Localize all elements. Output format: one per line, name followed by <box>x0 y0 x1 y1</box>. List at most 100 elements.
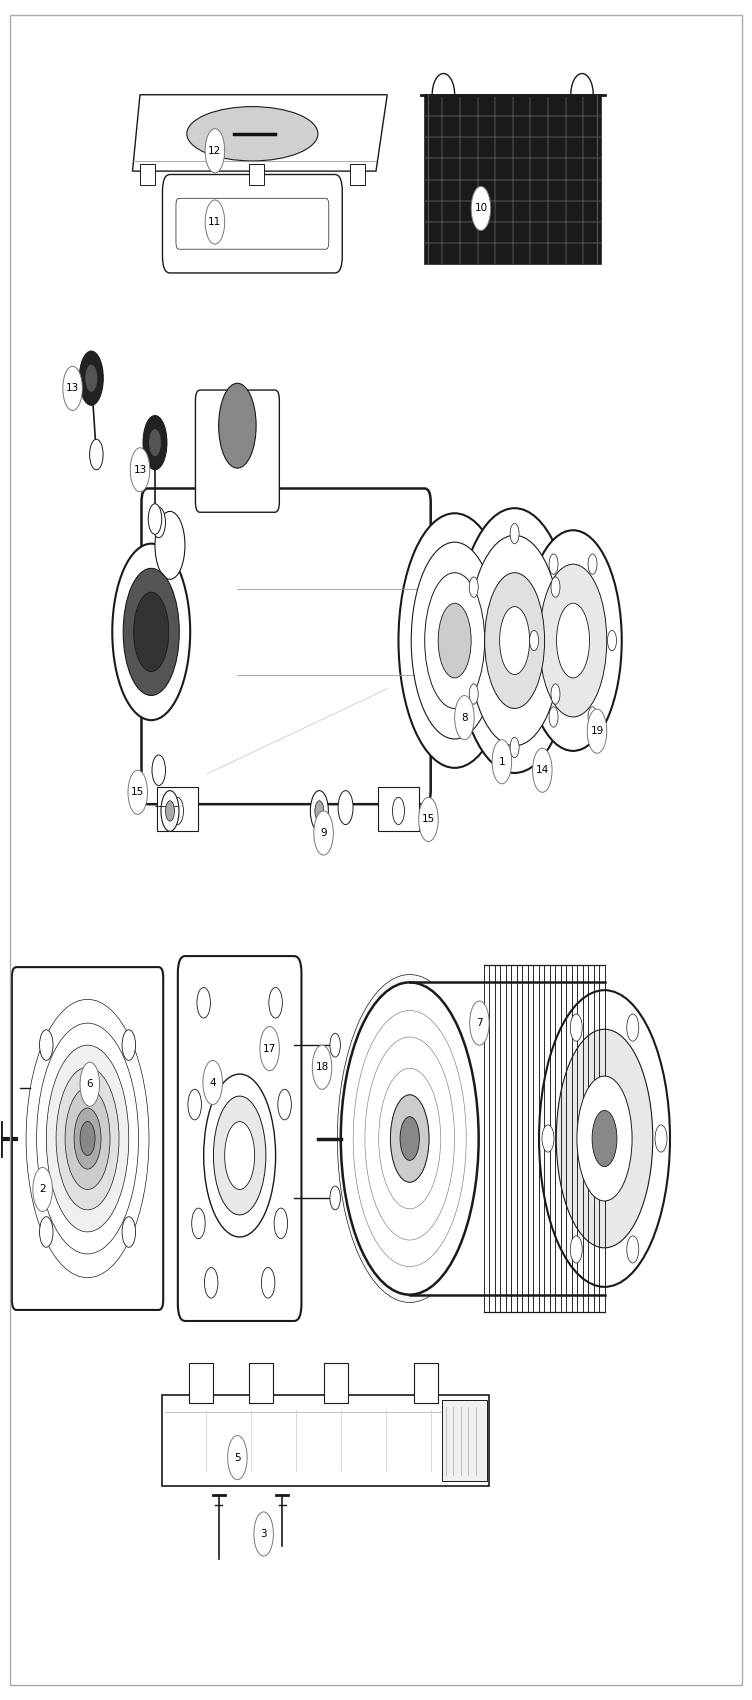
Circle shape <box>205 129 225 173</box>
Circle shape <box>419 797 438 842</box>
Circle shape <box>551 683 560 704</box>
Text: 15: 15 <box>131 787 144 797</box>
Circle shape <box>123 568 179 695</box>
Circle shape <box>63 366 82 410</box>
Circle shape <box>79 350 103 405</box>
Circle shape <box>399 513 511 768</box>
Circle shape <box>470 1001 489 1046</box>
FancyBboxPatch shape <box>250 1363 274 1402</box>
Text: 14: 14 <box>535 765 549 775</box>
Circle shape <box>148 503 162 534</box>
Text: 4: 4 <box>209 1078 216 1088</box>
Circle shape <box>411 542 498 740</box>
Circle shape <box>155 512 185 580</box>
Circle shape <box>539 989 670 1287</box>
Circle shape <box>277 1090 291 1120</box>
Circle shape <box>152 507 165 537</box>
Text: 12: 12 <box>208 146 222 156</box>
Circle shape <box>492 740 511 784</box>
Text: 13: 13 <box>66 384 79 393</box>
Circle shape <box>143 415 167 469</box>
Circle shape <box>161 790 179 831</box>
Circle shape <box>510 524 519 544</box>
Circle shape <box>311 790 329 831</box>
Circle shape <box>40 1030 53 1061</box>
Circle shape <box>188 1090 202 1120</box>
Circle shape <box>262 1268 274 1299</box>
Circle shape <box>122 1030 135 1061</box>
Circle shape <box>338 790 353 824</box>
Text: 8: 8 <box>461 712 468 722</box>
Circle shape <box>214 1096 266 1216</box>
FancyBboxPatch shape <box>162 1394 489 1486</box>
Circle shape <box>608 631 617 651</box>
Circle shape <box>205 1268 218 1299</box>
Text: 7: 7 <box>476 1018 483 1028</box>
Circle shape <box>469 683 478 704</box>
Circle shape <box>112 544 190 721</box>
Bar <box>350 165 365 185</box>
Text: 18: 18 <box>315 1062 329 1073</box>
FancyBboxPatch shape <box>162 175 342 274</box>
Circle shape <box>529 631 538 651</box>
Circle shape <box>26 1000 149 1278</box>
Bar <box>410 983 605 1295</box>
Circle shape <box>40 1217 53 1248</box>
Circle shape <box>549 707 558 728</box>
Circle shape <box>542 1125 554 1153</box>
Circle shape <box>37 1023 138 1255</box>
Circle shape <box>205 201 225 245</box>
Circle shape <box>556 1028 653 1248</box>
Circle shape <box>85 364 97 391</box>
Circle shape <box>330 1034 341 1057</box>
Text: 17: 17 <box>263 1044 276 1054</box>
Circle shape <box>469 576 478 597</box>
Circle shape <box>577 1076 632 1200</box>
Circle shape <box>56 1068 119 1210</box>
Circle shape <box>455 695 475 740</box>
Circle shape <box>314 811 333 855</box>
Circle shape <box>122 1217 135 1248</box>
FancyBboxPatch shape <box>196 389 279 512</box>
Circle shape <box>80 1122 95 1156</box>
Circle shape <box>484 573 544 709</box>
Circle shape <box>499 607 529 675</box>
Circle shape <box>551 576 560 597</box>
Text: 2: 2 <box>39 1185 46 1195</box>
Circle shape <box>588 707 597 728</box>
Circle shape <box>315 801 324 821</box>
Circle shape <box>80 1062 99 1107</box>
Ellipse shape <box>186 107 318 162</box>
Circle shape <box>254 1511 274 1556</box>
Circle shape <box>468 536 561 746</box>
Circle shape <box>152 755 165 785</box>
Circle shape <box>269 988 282 1018</box>
Text: 1: 1 <box>499 756 505 767</box>
Circle shape <box>626 1236 638 1263</box>
Circle shape <box>587 709 607 753</box>
Circle shape <box>570 1236 582 1263</box>
Polygon shape <box>132 95 387 172</box>
Circle shape <box>89 439 103 469</box>
Circle shape <box>390 1095 429 1181</box>
Circle shape <box>549 554 558 575</box>
Circle shape <box>47 1046 129 1232</box>
Circle shape <box>165 801 174 821</box>
Circle shape <box>556 604 590 678</box>
Text: 15: 15 <box>422 814 435 824</box>
Circle shape <box>171 797 183 824</box>
Text: 3: 3 <box>260 1528 267 1538</box>
Circle shape <box>74 1108 101 1170</box>
Circle shape <box>341 983 478 1295</box>
Circle shape <box>338 974 482 1302</box>
FancyBboxPatch shape <box>12 967 163 1311</box>
Circle shape <box>626 1015 638 1040</box>
Circle shape <box>425 573 484 709</box>
Circle shape <box>192 1209 205 1239</box>
Circle shape <box>312 1046 332 1090</box>
Circle shape <box>539 564 607 717</box>
FancyBboxPatch shape <box>324 1363 348 1402</box>
FancyBboxPatch shape <box>141 488 431 804</box>
Bar <box>425 95 601 265</box>
Bar <box>140 165 155 185</box>
